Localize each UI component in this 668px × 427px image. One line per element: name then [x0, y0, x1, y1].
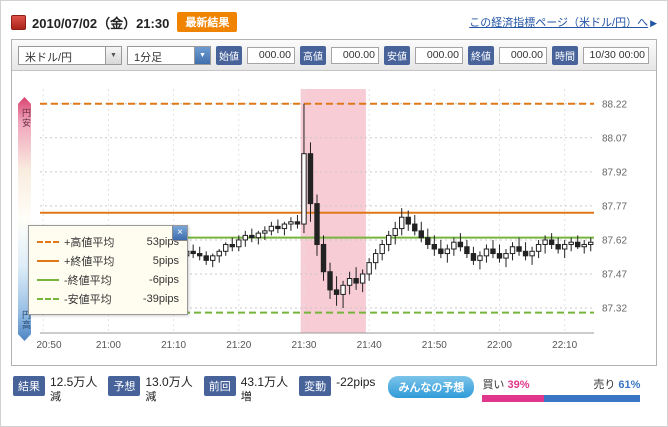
svg-text:21:40: 21:40	[357, 340, 382, 351]
buy-label: 買い	[482, 379, 505, 391]
stat-direction: 減	[145, 390, 157, 403]
legend-line-sample	[37, 259, 59, 262]
legend-line-sample	[37, 240, 59, 243]
stat-value: -22pips	[336, 375, 376, 389]
legend-line-sample	[37, 297, 59, 300]
svg-text:21:50: 21:50	[422, 340, 447, 351]
stat-label-badge: 予想	[108, 376, 141, 396]
open-price-label: 始値	[216, 45, 242, 65]
candlestick-chart: 88.22 88.07 87.92 87.77 87.62 87.47 87.32 20:50…	[36, 89, 627, 351]
close-price-value: 000.00	[499, 46, 547, 64]
currency-pair-select[interactable]: 米ドル/円 ▼	[18, 45, 122, 65]
currency-pair-value: 米ドル/円	[25, 51, 73, 64]
chart-area: 円安 円高 88.22 88.07 87.92 87.77 87.62 87.47 87.3…	[12, 79, 656, 365]
event-datetime: 2010/07/02（金）21:30	[32, 15, 170, 31]
svg-text:87.62: 87.62	[602, 235, 627, 246]
indicator-page-link-text: この経済指標ページ（米ドル/円）へ	[469, 17, 649, 29]
open-price-value: 000.00	[247, 46, 295, 64]
legend-name: +終値平均	[64, 255, 115, 268]
svg-text:87.92: 87.92	[602, 167, 627, 178]
header: 2010/07/02（金）21:30 最新結果 この経済指標ページ（米ドル/円）…	[11, 9, 657, 35]
legend-row: +終値平均 5pips	[37, 251, 179, 270]
stat-previous: 前回 43.1万人 増	[203, 375, 289, 405]
stat-value: 12.5万人	[50, 375, 98, 389]
toolbar: 米ドル/円 ▼ 1分足 ▼ 始値 000.00 高値 000.00 安値 000…	[12, 40, 656, 71]
high-price-label: 高値	[300, 45, 326, 65]
sell-pct: 61%	[618, 379, 641, 391]
stat-label-badge: 結果	[13, 376, 45, 396]
chevron-down-icon[interactable]: ▼	[194, 46, 210, 64]
low-price-value: 000.00	[415, 46, 463, 64]
close-icon[interactable]: ×	[172, 226, 187, 241]
stat-result: 結果 12.5万人 減	[13, 375, 98, 405]
everyones-forecast-badge: みんなの予想	[388, 376, 475, 398]
svg-text:87.77: 87.77	[602, 201, 627, 212]
legend-name: -安値平均	[64, 293, 112, 306]
legend-value: -39pips	[142, 292, 179, 305]
svg-text:22:00: 22:00	[487, 340, 512, 351]
calendar-icon	[11, 14, 26, 30]
interval-select[interactable]: 1分足 ▼	[127, 45, 211, 65]
stat-change: 変動 -22pips	[299, 375, 376, 396]
high-price-value: 000.00	[331, 46, 379, 64]
legend-line-sample	[37, 278, 59, 281]
yen-weak-label: 円安	[21, 108, 31, 128]
buy-sell-ratio: 買い 39% 売り 61%	[482, 376, 640, 402]
legend-value: 5pips	[152, 254, 179, 267]
legend-name: +高値平均	[64, 236, 115, 249]
stats-bar: 結果 12.5万人 減 予想 13.0万人 減 前回 43.1万人 増 変動 -…	[11, 375, 657, 405]
yen-strong-label: 円高	[21, 310, 31, 330]
time-value: 10/30 00:00	[583, 46, 649, 64]
svg-text:22:10: 22:10	[552, 340, 577, 351]
svg-text:88.22: 88.22	[602, 99, 627, 110]
svg-text:21:30: 21:30	[291, 340, 316, 351]
sell-bar-segment	[544, 395, 641, 402]
stat-direction: 増	[240, 390, 252, 403]
svg-text:20:50: 20:50	[36, 340, 61, 351]
legend-value: 53pips	[146, 235, 179, 248]
stat-value: 43.1万人	[240, 375, 289, 389]
close-price-label: 終値	[468, 45, 494, 65]
time-label: 時間	[552, 45, 578, 65]
legend-name: -終値平均	[64, 274, 112, 287]
stat-forecast: 予想 13.0万人 減	[108, 375, 193, 405]
yen-direction-gradient: 円安 円高	[18, 97, 31, 341]
interval-value: 1分足	[134, 51, 163, 64]
stat-label-badge: 変動	[299, 376, 332, 396]
svg-text:87.32: 87.32	[602, 304, 627, 315]
buy-pct: 39%	[507, 379, 530, 391]
svg-text:88.07: 88.07	[602, 133, 627, 144]
buy-bar-segment	[482, 395, 545, 402]
stat-direction: 減	[50, 390, 61, 403]
svg-text:21:20: 21:20	[226, 340, 251, 351]
legend-row: -終値平均 -6pips	[37, 270, 179, 289]
svg-text:21:00: 21:00	[96, 340, 121, 351]
chart-panel: 米ドル/円 ▼ 1分足 ▼ 始値 000.00 高値 000.00 安値 000…	[11, 39, 657, 366]
legend-row: +高値平均 53pips	[37, 232, 179, 251]
svg-text:21:10: 21:10	[161, 340, 186, 351]
avg-legend: × +高値平均 53pips +終値平均 5pips -終値平均 -6pips	[28, 225, 188, 315]
stat-label-badge: 前回	[203, 376, 236, 396]
indicator-page-link[interactable]: この経済指標ページ（米ドル/円）へ ▶	[469, 14, 657, 30]
chevron-down-icon[interactable]: ▼	[105, 46, 121, 64]
low-price-label: 安値	[384, 45, 410, 65]
legend-row: -安値平均 -39pips	[37, 289, 179, 308]
stat-value: 13.0万人	[145, 375, 193, 389]
link-arrow-icon: ▶	[650, 18, 657, 28]
sell-label: 売り	[593, 379, 616, 391]
buy-sell-bar	[482, 395, 641, 402]
svg-text:87.47: 87.47	[602, 269, 627, 280]
latest-result-badge: 最新結果	[177, 12, 238, 32]
legend-value: -6pips	[149, 273, 179, 286]
